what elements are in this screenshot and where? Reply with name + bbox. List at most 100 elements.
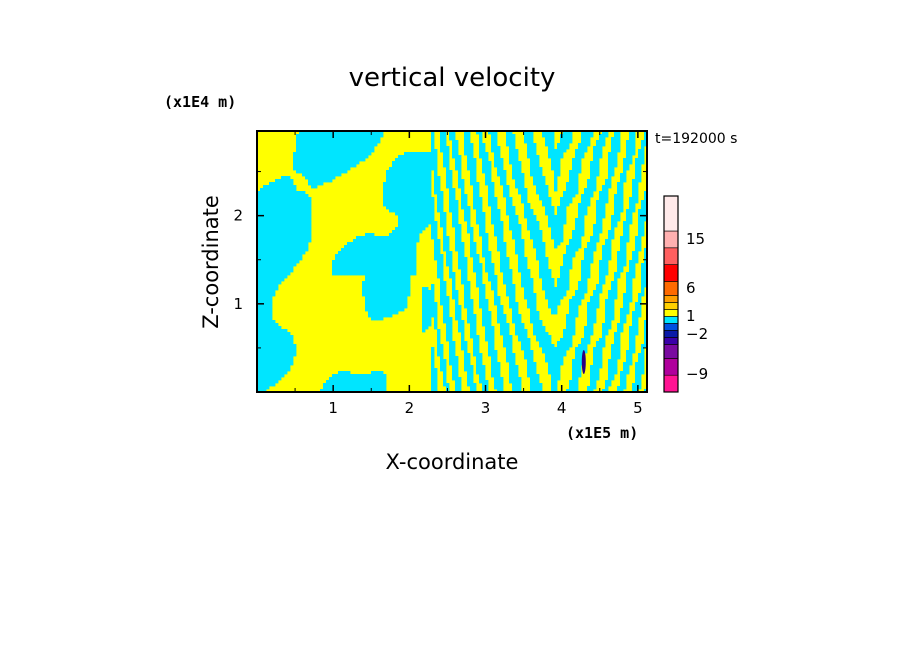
field-cell [635, 326, 639, 330]
field-cell [365, 290, 369, 294]
field-cell [638, 377, 642, 381]
field-cell [386, 254, 390, 258]
field-cell [437, 194, 441, 198]
field-cell [476, 221, 480, 225]
field-cell [422, 287, 426, 291]
field-cell [500, 158, 504, 162]
field-cell [281, 254, 285, 258]
field-cell [554, 161, 558, 165]
field-cell [338, 251, 342, 255]
field-cell [530, 167, 534, 171]
field-cell [380, 284, 384, 288]
field-cell [374, 296, 378, 300]
field-cell [296, 209, 300, 213]
field-cell [482, 380, 486, 384]
field-cell [578, 296, 582, 300]
field-cell [551, 359, 555, 363]
field-cell [617, 329, 621, 333]
field-cell [401, 230, 405, 234]
field-cell [599, 230, 603, 234]
field-cell [530, 218, 534, 222]
field-cell [266, 272, 270, 276]
field-cell [536, 314, 540, 318]
field-cell [473, 263, 477, 267]
field-cell [458, 164, 462, 168]
field-cell [554, 242, 558, 246]
field-cell [482, 389, 486, 392]
field-cell [374, 293, 378, 297]
field-cell [395, 161, 399, 165]
field-cell [476, 218, 480, 222]
field-cell [497, 215, 501, 219]
field-cell [485, 251, 489, 255]
field-cell [272, 203, 276, 207]
field-cell [641, 215, 645, 219]
field-cell [443, 242, 447, 246]
field-cell [617, 218, 621, 222]
field-cell [575, 302, 579, 306]
field-cell [482, 371, 486, 375]
field-cell [488, 353, 492, 357]
field-cell [419, 197, 423, 201]
field-cell [335, 380, 339, 384]
field-cell [410, 164, 414, 168]
field-cell [491, 218, 495, 222]
field-cell [359, 242, 363, 246]
field-cell [584, 272, 588, 276]
field-cell [302, 194, 306, 198]
field-cell [641, 371, 645, 375]
field-cell [413, 197, 417, 201]
field-cell [485, 176, 489, 180]
field-cell [626, 368, 630, 372]
field-cell [257, 362, 261, 366]
field-cell [257, 236, 261, 240]
field-cell [347, 377, 351, 381]
field-cell [386, 314, 390, 318]
field-cell [521, 344, 525, 348]
field-cell [569, 182, 573, 186]
field-cell [524, 209, 528, 213]
field-cell [551, 371, 555, 375]
field-cell [371, 302, 375, 306]
field-cell [485, 155, 489, 159]
field-cell [263, 347, 267, 351]
field-cell [455, 200, 459, 204]
field-cell [644, 212, 647, 216]
field-cell [389, 266, 393, 270]
field-cell [410, 212, 414, 216]
field-cell [590, 323, 594, 327]
field-cell [368, 239, 372, 243]
field-cell [533, 311, 537, 315]
field-cell [632, 389, 636, 392]
field-cell [308, 206, 312, 210]
field-cell [467, 359, 471, 363]
field-cell [263, 248, 267, 252]
field-cell [272, 251, 276, 255]
field-cell [323, 386, 327, 390]
field-cell [470, 326, 474, 330]
field-cell [428, 194, 432, 198]
field-cell [497, 155, 501, 159]
field-cell [509, 302, 513, 306]
field-cell [563, 218, 567, 222]
field-cell [590, 320, 594, 324]
field-cell [542, 245, 546, 249]
field-cell [554, 377, 558, 381]
field-cell [302, 161, 306, 165]
field-cell [542, 185, 546, 189]
field-cell [620, 200, 624, 204]
field-cell [590, 194, 594, 198]
field-cell [458, 263, 462, 267]
field-cell [488, 185, 492, 189]
field-cell [281, 227, 285, 231]
field-cell [524, 191, 528, 195]
field-cell [413, 224, 417, 228]
field-cell [290, 362, 294, 366]
field-cell [431, 371, 435, 375]
field-cell [458, 260, 462, 264]
field-cell [443, 377, 447, 381]
field-cell [491, 263, 495, 267]
field-cell [581, 266, 585, 270]
field-cell [602, 275, 606, 279]
field-cell [413, 155, 417, 159]
